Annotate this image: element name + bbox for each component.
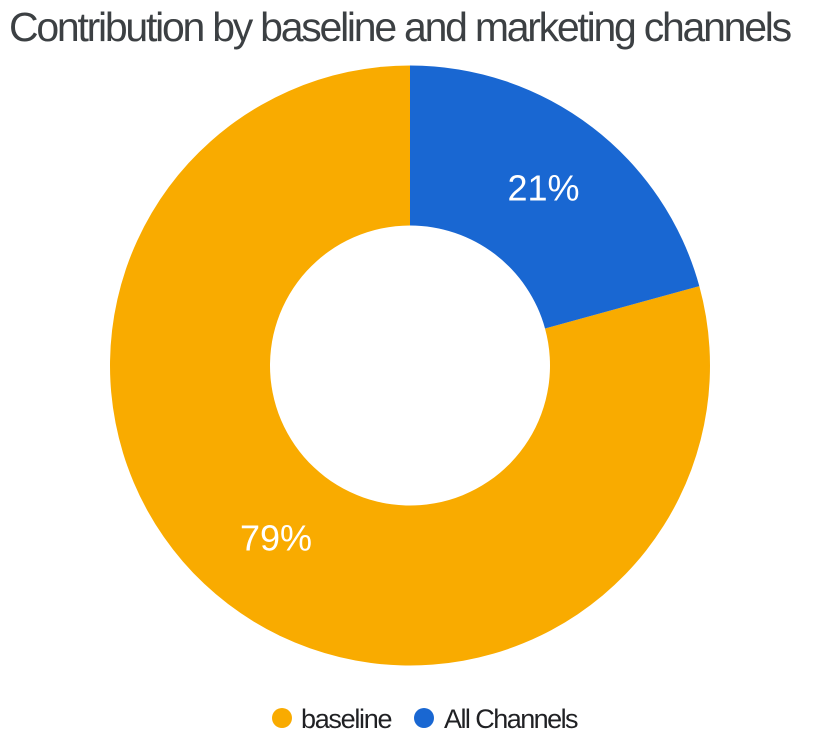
svg-text:21%: 21% xyxy=(507,168,579,209)
svg-text:79%: 79% xyxy=(240,518,312,559)
